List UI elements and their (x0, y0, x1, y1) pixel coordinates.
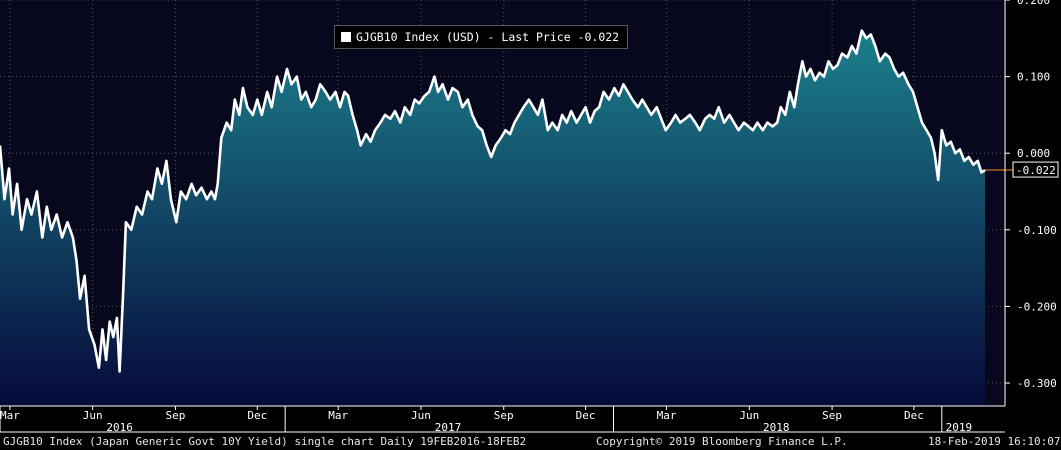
chart-legend[interactable]: GJGB10 Index (USD) - Last Price -0.022 (334, 25, 629, 49)
y-tick-label: -0.200 (1017, 300, 1057, 313)
month-tick-label: Mar (657, 409, 677, 422)
legend-label: GJGB10 Index (USD) - Last Price -0.022 (356, 30, 620, 44)
month-tick-label: Dec (247, 409, 267, 422)
month-tick-label: Sep (165, 409, 185, 422)
price-area-fill (0, 30, 985, 406)
y-tick-label: -0.100 (1017, 224, 1057, 237)
last-price-tag-value: -0.022 (1016, 164, 1056, 177)
legend-swatch (341, 32, 351, 42)
y-tick-label: 0.100 (1017, 71, 1050, 84)
month-tick-label: Dec (904, 409, 924, 422)
month-tick-label: Sep (494, 409, 514, 422)
price-line[interactable] (0, 29, 986, 373)
y-tick-label: -0.300 (1017, 377, 1057, 390)
y-axis: 0.200 0.100 0.000 -0.100 -0.200 -0.300 (1004, 0, 1057, 406)
year-tick-label: 2018 (763, 421, 790, 434)
month-tick-label: Sep (822, 409, 842, 422)
year-tick-label: 2016 (106, 421, 133, 434)
month-tick-label: Dec (576, 409, 596, 422)
month-tick-label: Mar (0, 409, 20, 422)
y-tick-label: 0.200 (1017, 0, 1050, 7)
month-tick-label: Jun (739, 409, 759, 422)
footer-copyright: Copyright© 2019 Bloomberg Finance L.P. (596, 435, 848, 448)
footer-description: GJGB10 Index (Japan Generic Govt 10Y Yie… (3, 435, 527, 448)
y-tick-label: 0.000 (1017, 147, 1050, 160)
last-price-tag: -0.022 (1012, 161, 1059, 178)
last-price-tag-box (1012, 161, 1059, 178)
year-tick-label: 2019 (946, 421, 973, 434)
month-tick-label: Mar (328, 409, 348, 422)
year-tick-label: 2017 (435, 421, 462, 434)
footer-timestamp: 18-Feb-2019 16:10:07 (928, 435, 1061, 448)
x-axis: Mar Jun Sep Dec Mar Jun Sep Dec Mar Jun Sep Dec 2016… (0, 405, 1005, 434)
month-tick-label: Jun (83, 409, 103, 422)
month-tick-label: Jun (411, 409, 431, 422)
